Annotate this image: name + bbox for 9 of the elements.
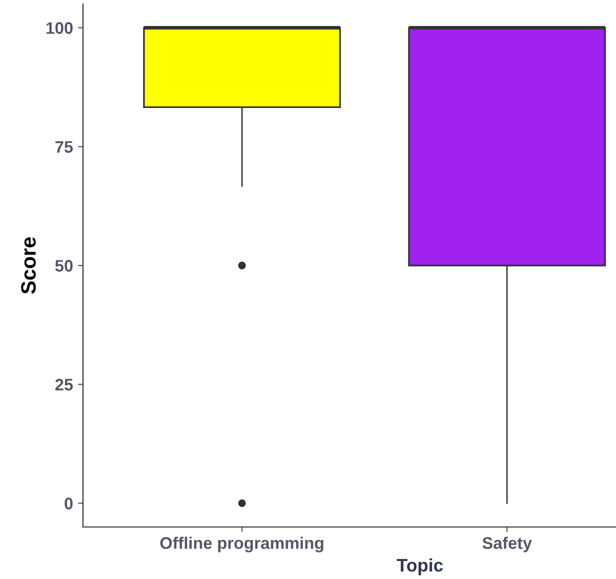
y-tick-label: 0 [64, 498, 73, 510]
y-tick-label: 75 [55, 141, 73, 153]
x-tick-label: Offline programming [160, 536, 324, 552]
x-tick-label: Safety [482, 536, 532, 552]
y-tick-label: 25 [55, 378, 73, 391]
y-tick-label: 50 [55, 260, 73, 272]
x-axis-title: Topic [396, 558, 443, 576]
y-tick-label: 100 [46, 22, 73, 34]
y-axis-title: Score [21, 237, 36, 294]
